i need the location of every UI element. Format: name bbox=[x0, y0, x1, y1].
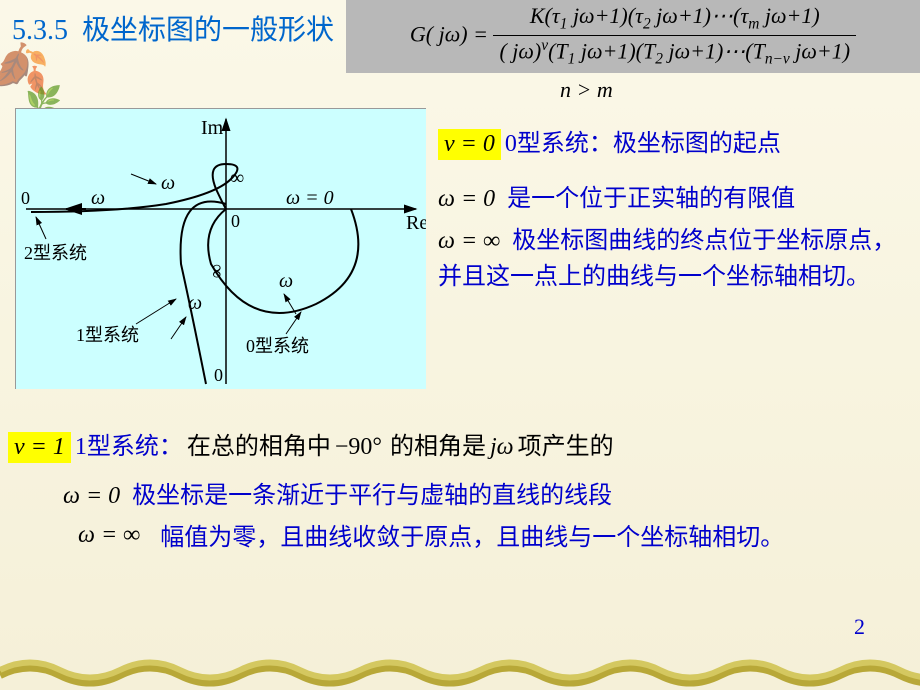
nu1-w0-text: 极坐标是一条渐近于平行与虚轴的直线的线段 bbox=[132, 483, 612, 509]
nu1-box: ν = 1 bbox=[8, 432, 71, 463]
section-heading: 极坐标图的一般形状 bbox=[82, 15, 334, 46]
svg-text:ω: ω bbox=[188, 292, 202, 314]
nm-condition: n > m bbox=[560, 77, 920, 103]
page-number: 2 bbox=[854, 614, 865, 640]
formula-numerator: K(τ1 jω+1)(τ2 jω+1)⋯(τm jω+1) bbox=[493, 4, 856, 36]
nu0-w0-text: 是一个位于正实轴的有限值 bbox=[507, 186, 795, 212]
nu1-winf-text: 幅值为零，且曲线收敛于原点，且曲线与一个坐标轴相切。 bbox=[160, 522, 800, 556]
nu0-winf-text: 极坐标图曲线的终点位于坐标原点，并且这一点上的曲线与一个坐标轴相切。 bbox=[438, 228, 896, 290]
nu1-w0-label: ω = 0 bbox=[63, 483, 120, 509]
im-label: Im bbox=[201, 117, 224, 139]
nu0-winf-label: ω = ∞ bbox=[438, 228, 500, 254]
nu1-title: 1型系统： bbox=[75, 434, 183, 460]
nu1-section: ν = 1 1型系统： 在总的相角中 −90° 的相角是 jω 项产生的 ω =… bbox=[8, 418, 908, 564]
type1-label: 1型系统 bbox=[76, 325, 139, 345]
svg-text:ω: ω bbox=[279, 270, 293, 292]
type0-label: 0型系统 bbox=[246, 336, 309, 356]
formula-lhs: G( jω) = bbox=[410, 22, 488, 47]
section-title: 5.3.5 极坐标图的一般形状 bbox=[0, 0, 346, 56]
svg-text:0: 0 bbox=[21, 188, 30, 208]
svg-text:ω = 0: ω = 0 bbox=[286, 187, 334, 209]
type2-label: 2型系统 bbox=[24, 243, 87, 263]
nu0-title: 0型系统：极坐标图的起点 bbox=[505, 131, 781, 157]
formula-denominator: ( jω)ν(T1 jω+1)(T2 jω+1)⋯(Tn−ν jω+1) bbox=[493, 36, 856, 69]
bottom-decoration bbox=[0, 650, 920, 690]
nu1-winf-label: ω = ∞ bbox=[78, 522, 140, 556]
svg-text:ω: ω bbox=[91, 187, 105, 209]
nu0-box: ν = 0 bbox=[438, 129, 501, 160]
svg-text:ω: ω bbox=[161, 172, 175, 194]
svg-text:∞: ∞ bbox=[230, 167, 244, 189]
formula-fraction: K(τ1 jω+1)(τ2 jω+1)⋯(τm jω+1) ( jω)ν(T1 … bbox=[493, 4, 856, 69]
header: 5.3.5 极坐标图的一般形状 G( jω) = K(τ1 jω+1)(τ2 j… bbox=[0, 0, 920, 73]
nu1-phase1: 在总的相角中 bbox=[187, 434, 331, 460]
polar-svg: Im Re 0 ω = 0 ω ω 0 0 ω ω ∞ ∞ 2型系统 1型系统 … bbox=[16, 109, 426, 389]
nu1-jw: jω bbox=[490, 434, 514, 460]
re-label: Re bbox=[406, 212, 426, 234]
nu1-phase3: 项产生的 bbox=[518, 434, 614, 460]
nu0-w0-label: ω = 0 bbox=[438, 186, 495, 212]
nu1-phase2: 的相角是 bbox=[390, 434, 486, 460]
formula-box: G( jω) = K(τ1 jω+1)(τ2 jω+1)⋯(τm jω+1) (… bbox=[346, 0, 920, 73]
nu0-section: ν = 0 0型系统：极坐标图的起点 ω = 0 是一个位于正实轴的有限值 ω … bbox=[438, 115, 908, 303]
polar-diagram: Im Re 0 ω = 0 ω ω 0 0 ω ω ∞ ∞ 2型系统 1型系统 … bbox=[15, 108, 426, 389]
svg-text:0: 0 bbox=[214, 365, 223, 385]
svg-text:0: 0 bbox=[231, 211, 240, 231]
svg-text:∞: ∞ bbox=[206, 264, 228, 278]
nu1-angle: −90° bbox=[335, 434, 382, 460]
